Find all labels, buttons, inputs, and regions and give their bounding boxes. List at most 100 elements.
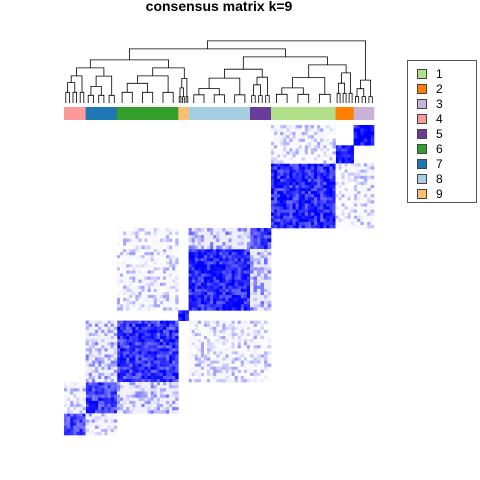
heatmap-cell (85, 413, 90, 417)
heatmap-block-8-8 (188, 249, 251, 311)
heatmap-cell (200, 329, 205, 334)
heatmap-cell (153, 320, 158, 325)
heatmap-cell (253, 261, 258, 265)
heatmap-cell (98, 369, 102, 374)
heatmap-cell (332, 181, 336, 186)
heatmap-cell (263, 304, 268, 308)
heatmap-cell (353, 200, 358, 204)
heatmap-cell (197, 307, 202, 311)
heatmap-cell (172, 282, 176, 287)
heatmap-cell (283, 224, 287, 229)
heatmap-cell (138, 279, 142, 284)
heatmap-cell (110, 329, 115, 334)
heatmap-cell (159, 304, 164, 308)
heatmap-cell (123, 394, 127, 398)
heatmap-cell (110, 403, 115, 408)
heatmap-cell (132, 242, 136, 246)
heatmap-cell (216, 320, 220, 325)
heatmap-cell (283, 145, 287, 149)
heatmap-cell (234, 323, 239, 328)
heatmap-cell (141, 360, 145, 364)
heatmap-cell (147, 369, 152, 374)
heatmap-cell (286, 169, 290, 173)
heatmap-cell (141, 307, 145, 311)
heatmap-cell (169, 351, 173, 355)
heatmap-cell (113, 363, 118, 368)
heatmap-cell (98, 400, 102, 405)
heatmap-cell (367, 224, 371, 229)
heatmap-cell (110, 345, 115, 349)
heatmap-cell (85, 360, 90, 364)
heatmap-cell (67, 403, 71, 408)
heatmap-cell (132, 369, 136, 374)
heatmap-cell (237, 354, 242, 358)
heatmap-cell (123, 249, 127, 253)
heatmap-cell (120, 245, 124, 250)
heatmap-cell (307, 191, 312, 195)
heatmap-cell (301, 215, 306, 220)
heatmap-cell (370, 181, 375, 186)
heatmap-cell (213, 351, 217, 355)
heatmap-cell (181, 310, 186, 315)
heatmap-cell (123, 332, 127, 337)
heatmap-cell (207, 252, 211, 256)
heatmap-cell (172, 391, 176, 395)
heatmap-cell (335, 175, 339, 180)
heatmap-cell (283, 151, 287, 155)
heatmap-cell (310, 197, 315, 201)
heatmap-cell (191, 339, 196, 343)
heatmap-cell (344, 218, 348, 223)
heatmap-cell (253, 228, 258, 232)
heatmap-cell (222, 242, 226, 246)
heatmap-cell (295, 191, 299, 195)
heatmap-cell (110, 425, 115, 430)
heatmap-cell (159, 264, 164, 268)
heatmap-cell (323, 138, 327, 143)
heatmap-cell (73, 413, 77, 417)
heatmap-cell (240, 264, 245, 268)
heatmap-cell (280, 218, 284, 223)
heatmap-cell (116, 342, 121, 346)
heatmap-cell (144, 369, 148, 374)
heatmap-cell (304, 135, 309, 139)
heatmap-cell (307, 188, 312, 192)
heatmap-cell (314, 191, 318, 195)
heatmap-cell (216, 332, 220, 337)
heatmap-cell (253, 320, 258, 325)
heatmap-cell (88, 354, 93, 358)
heatmap-cell (237, 342, 242, 346)
heatmap-cell (194, 267, 199, 271)
heatmap-cell (141, 394, 145, 398)
heatmap-cell (304, 200, 309, 204)
heatmap-cell (338, 212, 342, 217)
heatmap-cell (338, 197, 342, 201)
heatmap-cell (267, 276, 272, 280)
heatmap-cell (274, 200, 278, 204)
heatmap-cell (147, 354, 152, 358)
heatmap-cell (101, 388, 105, 392)
heatmap-cell (188, 304, 193, 308)
heatmap-cell (243, 372, 248, 377)
heatmap-cell (116, 410, 121, 414)
heatmap-cell (141, 378, 145, 383)
heatmap-cell (225, 326, 229, 331)
heatmap-cell (132, 407, 136, 411)
heatmap-cell (320, 209, 324, 213)
heatmap-cell (228, 255, 232, 259)
heatmap-cell (197, 255, 202, 259)
heatmap-cell (126, 397, 130, 402)
heatmap-cell (129, 403, 133, 408)
heatmap-cell (104, 345, 108, 349)
heatmap-cell (120, 363, 124, 368)
heatmap-cell (200, 378, 205, 383)
heatmap-cell (172, 366, 176, 371)
heatmap-cell (277, 188, 281, 192)
dendrogram-branch (108, 94, 115, 103)
heatmap-cell (253, 354, 258, 358)
heatmap-cell (289, 212, 293, 217)
heatmap-cell (194, 348, 199, 352)
heatmap-cell (135, 360, 139, 364)
heatmap-cell (95, 397, 99, 402)
heatmap-cell (129, 273, 133, 277)
heatmap-cell (363, 175, 368, 180)
